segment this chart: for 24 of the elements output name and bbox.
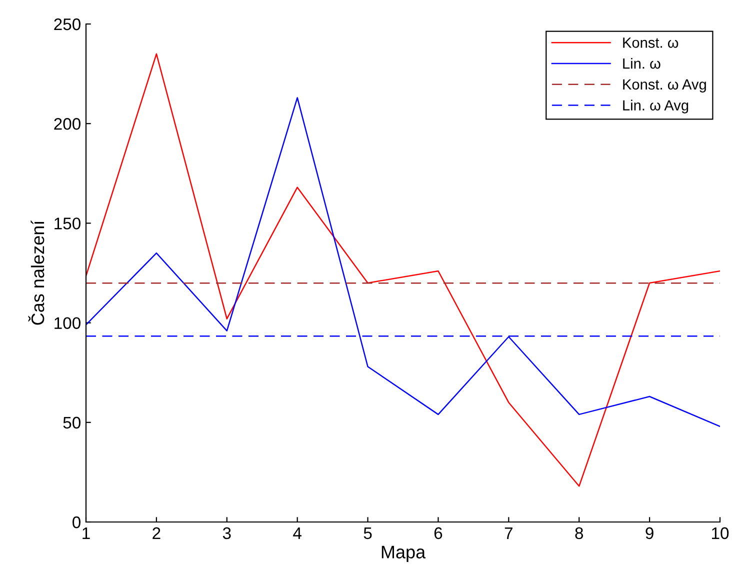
line-series — [86, 53, 720, 487]
legend-label: Konst. ω Avg — [623, 79, 706, 92]
y-axis-title: Čas nalezení — [28, 220, 44, 325]
x-axis-title: Mapa — [382, 546, 426, 562]
x-tick-label: 10 — [712, 527, 729, 540]
y-tick-label: 50 — [63, 416, 80, 429]
y-tick-label: 200 — [54, 118, 80, 130]
x-tick-label: 1 — [82, 527, 90, 539]
x-tick-label: 4 — [293, 527, 302, 539]
legend-label: Konst. ω — [623, 38, 678, 48]
y-tick-label: 150 — [54, 218, 80, 230]
x-tick-label: 6 — [434, 527, 442, 540]
x-tick-label: 2 — [152, 527, 160, 539]
y-tick-label: 0 — [72, 516, 80, 528]
x-tick-label: 9 — [646, 527, 654, 540]
x-tick-label: 7 — [504, 527, 512, 539]
x-tick-label: 3 — [222, 527, 231, 540]
x-tick-label: 5 — [364, 527, 372, 540]
legend-label: Lin. ω Avg — [623, 100, 688, 114]
line-series — [86, 97, 720, 428]
x-tick-label: 8 — [575, 527, 584, 540]
y-tick-label: 100 — [54, 317, 80, 330]
y-tick-label: 250 — [54, 18, 80, 30]
legend-label: Lin. ω — [623, 58, 660, 69]
